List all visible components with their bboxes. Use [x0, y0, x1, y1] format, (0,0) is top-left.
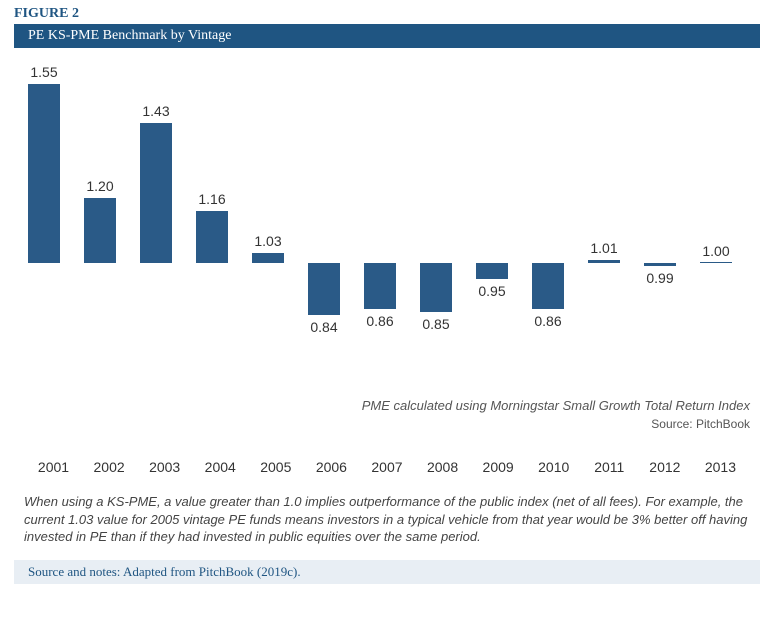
x-axis-label: 2005: [248, 459, 303, 475]
bar: [196, 211, 228, 263]
x-axis-label: 2004: [193, 459, 248, 475]
x-axis-label: 2003: [137, 459, 192, 475]
bar: [364, 263, 396, 309]
bar-value-label: 0.84: [296, 319, 352, 335]
x-axis-label: 2011: [582, 459, 637, 475]
bar-value-label: 1.55: [16, 64, 72, 80]
x-axis-label: 2012: [637, 459, 692, 475]
bar: [420, 263, 452, 312]
bar: [28, 84, 60, 263]
explanation-text: When using a KS-PME, a value greater tha…: [24, 493, 750, 546]
bar-group: 0.84: [304, 68, 344, 328]
bar-value-label: 0.99: [632, 270, 688, 286]
x-axis-label: 2002: [82, 459, 137, 475]
bar-group: 1.20: [80, 68, 120, 328]
x-axis-label: 2009: [471, 459, 526, 475]
bar-group: 0.99: [640, 68, 680, 328]
chart-title-bar: PE KS-PME Benchmark by Vintage: [14, 24, 760, 48]
bar-group: 0.85: [416, 68, 456, 328]
bar-group: 0.86: [528, 68, 568, 328]
chart-area: 1.551.201.431.161.030.840.860.850.950.86…: [24, 68, 750, 328]
bar-group: 1.00: [696, 68, 736, 328]
bar-group: 0.86: [360, 68, 400, 328]
x-axis-label: 2010: [526, 459, 581, 475]
bar-value-label: 0.95: [464, 283, 520, 299]
caption-block: PME calculated using Morningstar Small G…: [24, 398, 750, 431]
bar: [476, 263, 508, 279]
bar: [140, 123, 172, 263]
x-axis: 2001200220032004200520062007200820092010…: [24, 459, 750, 475]
bar: [700, 262, 732, 263]
bar-value-label: 1.01: [576, 240, 632, 256]
bar-value-label: 1.16: [184, 191, 240, 207]
bar: [308, 263, 340, 315]
bar-value-label: 0.86: [520, 313, 576, 329]
bar: [252, 253, 284, 263]
bar-value-label: 0.86: [352, 313, 408, 329]
footer-source: Source and notes: Adapted from PitchBook…: [14, 560, 760, 584]
bar: [532, 263, 564, 309]
bar-group: 1.03: [248, 68, 288, 328]
bar-group: 0.95: [472, 68, 512, 328]
figure-label: FIGURE 2: [0, 0, 774, 24]
x-axis-label: 2007: [359, 459, 414, 475]
bar-group: 1.43: [136, 68, 176, 328]
bar-value-label: 1.20: [72, 178, 128, 194]
x-axis-label: 2013: [693, 459, 748, 475]
bar: [644, 263, 676, 266]
bar-group: 1.01: [584, 68, 624, 328]
bar-group: 1.55: [24, 68, 64, 328]
caption-method: PME calculated using Morningstar Small G…: [24, 398, 750, 413]
bar-group: 1.16: [192, 68, 232, 328]
x-axis-label: 2008: [415, 459, 470, 475]
bar-value-label: 1.03: [240, 233, 296, 249]
bar: [84, 198, 116, 263]
bar: [588, 260, 620, 263]
x-axis-label: 2006: [304, 459, 359, 475]
bar-value-label: 1.00: [688, 243, 744, 259]
x-axis-label: 2001: [26, 459, 81, 475]
bar-value-label: 0.85: [408, 316, 464, 332]
bar-value-label: 1.43: [128, 103, 184, 119]
caption-source: Source: PitchBook: [24, 417, 750, 431]
